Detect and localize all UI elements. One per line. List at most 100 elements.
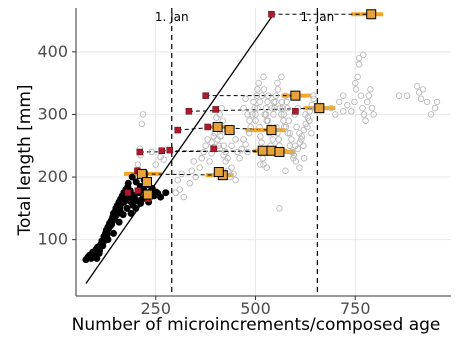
open-circle-point	[304, 114, 311, 121]
open-circle-point	[139, 111, 147, 118]
open-circle-point	[257, 161, 264, 168]
open-circle-point	[336, 98, 343, 106]
open-circle-point	[328, 104, 335, 112]
red-square-point	[212, 106, 219, 113]
red-square-point	[268, 11, 275, 18]
open-circle-point	[284, 130, 292, 137]
open-circle-point	[427, 111, 435, 118]
open-circle-point	[176, 186, 183, 193]
red-square-point	[210, 145, 217, 153]
open-circle-point	[286, 142, 294, 149]
open-circle-point	[279, 104, 286, 112]
open-circle-point	[224, 155, 231, 162]
open-circle-point	[272, 98, 279, 106]
orange-square-point	[142, 177, 153, 188]
open-circle-point	[236, 155, 243, 162]
open-circle-point	[431, 104, 439, 112]
x-tick-label: 750	[340, 299, 371, 318]
open-circle-point	[364, 98, 371, 106]
data-points	[82, 9, 441, 264]
open-circle-point	[254, 86, 261, 93]
open-circle-point	[278, 73, 285, 81]
open-circle-point	[186, 180, 193, 187]
open-circle-point	[276, 104, 284, 112]
open-circle-point	[230, 170, 237, 178]
open-circle-point	[218, 104, 225, 112]
open-circle-point	[200, 148, 207, 156]
open-circle-point	[284, 104, 291, 112]
dashed-links	[127, 13, 372, 196]
red-square-point	[158, 147, 166, 154]
red-square-point	[174, 126, 181, 134]
open-circle-point	[288, 136, 295, 143]
open-circle-point	[344, 101, 351, 109]
open-circle-point	[213, 114, 220, 121]
orange-square-point	[366, 9, 377, 20]
filled-circle-point	[108, 221, 116, 229]
open-circle-point	[257, 133, 264, 140]
open-circle-point	[395, 92, 403, 99]
open-circle-point	[148, 148, 155, 156]
open-circle-point	[196, 164, 203, 171]
filled-circle-point	[110, 229, 117, 237]
open-circle-point	[232, 136, 239, 143]
open-circle-point	[232, 176, 239, 184]
open-circle-point	[208, 139, 215, 146]
open-circle-point	[298, 133, 305, 140]
open-circle-point	[265, 92, 272, 99]
open-circle-point	[292, 158, 300, 165]
open-circle-point	[260, 86, 268, 93]
open-circle-point	[302, 120, 309, 128]
axes	[72, 8, 451, 300]
open-circle-point	[278, 98, 286, 106]
orange-square-point	[290, 90, 301, 101]
orange-square-point	[142, 189, 153, 200]
x-axis-title: Number of microincrements/composed age	[72, 315, 441, 335]
open-circle-point	[202, 142, 209, 149]
open-circle-point	[360, 111, 368, 118]
open-circle-point	[220, 151, 227, 159]
open-circle-point	[275, 136, 282, 143]
open-circle-point	[152, 161, 159, 168]
dashed-link	[144, 173, 223, 176]
open-circle-point	[245, 130, 253, 137]
open-circle-point	[256, 123, 263, 131]
y-tick-label: 100	[37, 230, 68, 249]
open-circle-point	[433, 98, 441, 106]
red-square-point	[185, 108, 193, 115]
orange-square-point	[274, 147, 285, 157]
open-circle-point	[286, 130, 294, 137]
open-circle-point	[242, 95, 249, 102]
x-tick-label: 500	[240, 299, 271, 318]
regression-line-segment	[85, 13, 275, 284]
open-circle-point	[228, 142, 235, 149]
filled-circle-point	[93, 254, 101, 262]
open-circle-point	[264, 98, 271, 106]
open-circle-point	[271, 104, 278, 112]
open-circle-point	[300, 142, 307, 149]
open-circle-point	[254, 104, 261, 112]
open-circle-point	[415, 89, 423, 96]
open-circle-point	[250, 98, 257, 106]
open-circle-point	[246, 117, 253, 124]
open-circle-point	[280, 117, 287, 124]
open-circle-point	[206, 158, 213, 165]
open-circle-point	[294, 145, 302, 153]
red-square-point	[124, 189, 132, 196]
open-circle-point	[217, 133, 224, 140]
orange-square-point	[212, 121, 223, 132]
open-circle-point	[280, 111, 288, 118]
open-circle-point	[255, 79, 262, 87]
open-circle-point	[285, 117, 292, 124]
red-square-point	[204, 123, 211, 131]
open-circle-point	[274, 79, 281, 87]
red-square-point	[166, 146, 173, 154]
open-circle-point	[296, 164, 303, 171]
open-circle-point	[172, 189, 179, 196]
filled-circle-point	[128, 173, 136, 181]
open-circle-point	[160, 156, 167, 163]
open-circle-point	[256, 98, 264, 106]
open-circle-point	[351, 98, 358, 106]
open-circle-point	[356, 61, 363, 68]
filled-circle-point	[124, 179, 132, 187]
